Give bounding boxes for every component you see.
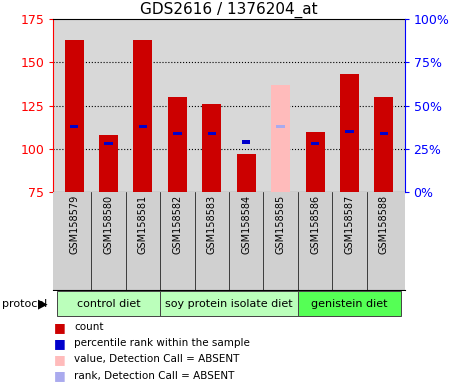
Bar [298, 291, 401, 316]
Bar [173, 132, 182, 135]
Bar [306, 131, 325, 192]
Bar [57, 291, 160, 316]
Bar [168, 97, 187, 192]
Text: protocol: protocol [2, 299, 47, 309]
Text: value, Detection Call = ABSENT: value, Detection Call = ABSENT [74, 354, 240, 364]
Bar [104, 142, 113, 146]
Text: GSM158588: GSM158588 [379, 195, 389, 254]
Text: ■: ■ [53, 321, 65, 334]
Text: percentile rank within the sample: percentile rank within the sample [74, 338, 250, 348]
Text: ■: ■ [53, 337, 65, 350]
Text: GSM158587: GSM158587 [345, 195, 354, 254]
Bar [99, 135, 118, 192]
Bar [345, 130, 354, 133]
Bar [70, 124, 79, 128]
Text: ▶: ▶ [38, 297, 48, 310]
Text: rank, Detection Call = ABSENT: rank, Detection Call = ABSENT [74, 371, 235, 381]
Text: GSM158580: GSM158580 [104, 195, 113, 254]
Bar [207, 132, 216, 135]
Text: GSM158582: GSM158582 [173, 195, 182, 254]
Text: GSM158579: GSM158579 [69, 195, 79, 254]
Text: genistein diet: genistein diet [311, 299, 388, 309]
Bar [202, 104, 221, 192]
Bar [139, 124, 147, 128]
Text: GSM158583: GSM158583 [207, 195, 217, 254]
Title: GDS2616 / 1376204_at: GDS2616 / 1376204_at [140, 2, 318, 18]
Text: GSM158581: GSM158581 [138, 195, 148, 254]
Text: GSM158585: GSM158585 [276, 195, 286, 254]
Bar [374, 97, 393, 192]
Bar [311, 142, 319, 146]
Bar [237, 154, 256, 192]
Text: ■: ■ [53, 369, 65, 382]
Bar [160, 291, 298, 316]
Text: control diet: control diet [77, 299, 140, 309]
Bar [242, 140, 251, 144]
Bar [276, 124, 285, 128]
Bar [65, 40, 84, 192]
Bar [271, 85, 290, 192]
Bar [340, 74, 359, 192]
Text: count: count [74, 322, 104, 332]
Text: ■: ■ [53, 353, 65, 366]
Text: GSM158586: GSM158586 [310, 195, 320, 254]
Text: soy protein isolate diet: soy protein isolate diet [165, 299, 293, 309]
Text: GSM158584: GSM158584 [241, 195, 251, 254]
Bar [133, 40, 153, 192]
Bar [379, 132, 388, 135]
